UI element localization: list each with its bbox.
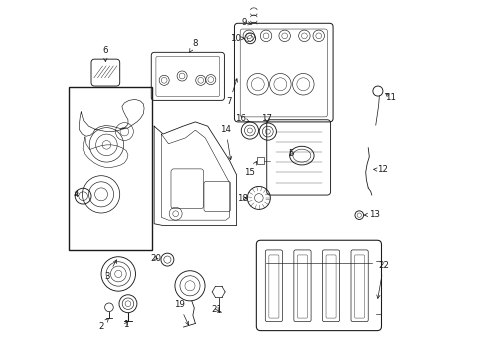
- Text: 17: 17: [261, 114, 272, 123]
- Text: 15: 15: [244, 162, 256, 177]
- Text: 22: 22: [376, 261, 388, 298]
- Bar: [69, 87, 152, 250]
- Text: 9: 9: [241, 18, 251, 27]
- Text: 11: 11: [385, 93, 395, 102]
- Text: 16: 16: [235, 114, 249, 123]
- Text: 7: 7: [226, 79, 237, 106]
- Text: 20: 20: [150, 254, 161, 263]
- Text: 18: 18: [237, 194, 248, 203]
- Text: 21: 21: [211, 305, 223, 314]
- Text: 6: 6: [102, 46, 108, 62]
- Text: 2: 2: [98, 319, 108, 331]
- Text: 14: 14: [220, 125, 231, 160]
- Text: 5: 5: [288, 149, 293, 158]
- Text: 13: 13: [364, 210, 379, 219]
- Text: 19: 19: [173, 300, 188, 325]
- Text: 4: 4: [73, 190, 79, 199]
- Bar: [257, 157, 263, 165]
- Text: 3: 3: [104, 260, 116, 280]
- Text: 8: 8: [189, 39, 197, 53]
- Text: 12: 12: [373, 166, 387, 175]
- Text: 10: 10: [229, 34, 244, 43]
- Text: 1: 1: [123, 320, 129, 329]
